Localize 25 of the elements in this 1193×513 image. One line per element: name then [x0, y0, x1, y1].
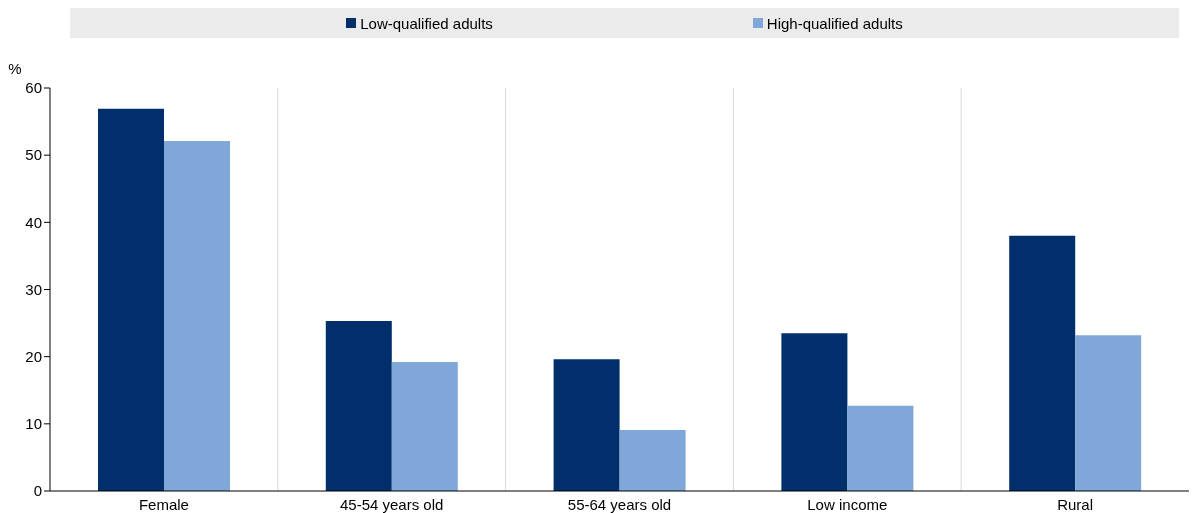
bar — [1075, 335, 1142, 491]
legend-label: Low-qualified adults — [359, 14, 493, 32]
y-tick-label: 0 — [33, 482, 42, 500]
bar — [847, 405, 914, 491]
y-tick-label: 60 — [25, 79, 42, 97]
x-tick-label: Female — [138, 495, 189, 513]
legend-label: High-qualified adults — [765, 14, 903, 32]
bar — [781, 333, 848, 491]
bar — [553, 359, 620, 491]
x-tick-label: Rural — [1057, 495, 1094, 513]
y-axis-title: % — [8, 60, 22, 77]
y-tick-label: 40 — [25, 213, 42, 231]
bar — [619, 429, 686, 491]
bar — [325, 321, 392, 491]
bar — [164, 141, 230, 491]
y-tick-label: 30 — [25, 280, 42, 298]
x-tick-label: 55-64 years old — [567, 495, 672, 513]
bar — [391, 362, 458, 491]
y-tick-label: 50 — [25, 146, 42, 164]
x-tick-label: Low income — [807, 495, 888, 513]
y-tick-label: 20 — [25, 347, 42, 365]
y-tick-label: 10 — [25, 415, 42, 433]
bar — [98, 108, 164, 491]
bar — [1009, 235, 1076, 491]
x-tick-label: 45-54 years old — [340, 495, 444, 513]
